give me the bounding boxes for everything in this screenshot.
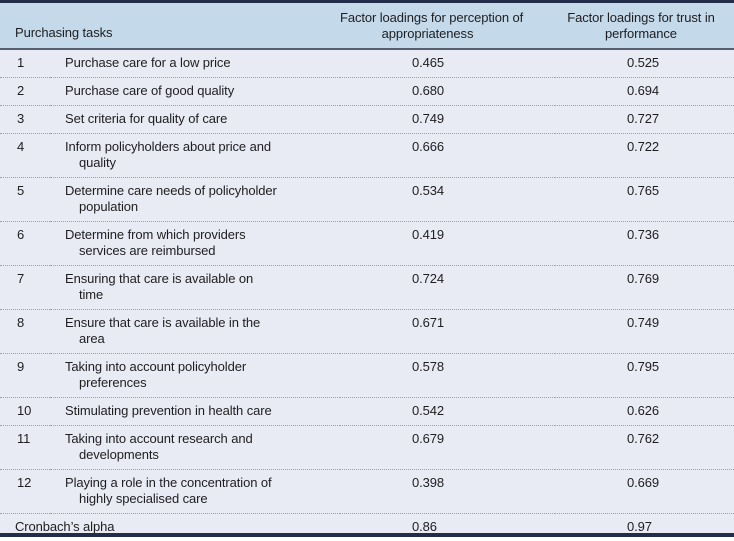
table-row: 8 Ensure that care is available in the a… bbox=[0, 309, 734, 354]
header-row: Purchasing tasks Factor loadings for per… bbox=[0, 3, 734, 50]
table-row: 3 Set criteria for quality of care 0.749… bbox=[0, 105, 734, 134]
trust-value: 0.749 bbox=[555, 309, 734, 354]
appropriateness-value: 0.666 bbox=[340, 133, 555, 178]
cronbach-alpha-trust-value: 0.97 bbox=[555, 513, 734, 533]
trust-value: 0.525 bbox=[627, 55, 660, 70]
task-number: 8 bbox=[0, 309, 50, 354]
trust-value: 0.626 bbox=[555, 397, 734, 426]
appropriateness-value: 0.671 bbox=[340, 309, 555, 354]
table-row: 11 Taking into account research and deve… bbox=[0, 425, 734, 470]
task-number: 6 bbox=[0, 221, 50, 266]
task-label: Stimulating prevention in health care bbox=[50, 397, 340, 426]
appropriateness-value: 0.578 bbox=[340, 353, 555, 398]
cronbach-alpha-appropriateness-value: 0.86 bbox=[340, 513, 555, 533]
table-body: 1 Purchase care for a low price 0.465 0.… bbox=[0, 49, 734, 514]
factor-loadings-table: Purchasing tasks Factor loadings for per… bbox=[0, 3, 734, 533]
appropriateness-value: 0.749 bbox=[340, 105, 555, 134]
task-label: Purchase care of good quality bbox=[50, 77, 340, 106]
task-number: 5 bbox=[0, 177, 50, 222]
task-number: 10 bbox=[0, 397, 50, 426]
trust-value: 0.795 bbox=[555, 353, 734, 398]
task-label: Playing a role in the concentration of h… bbox=[50, 469, 340, 514]
task-number: 11 bbox=[0, 425, 50, 470]
trust-value: 0.669 bbox=[555, 469, 734, 514]
task-number: 3 bbox=[0, 105, 50, 134]
header-purchasing-tasks: Purchasing tasks bbox=[0, 3, 340, 50]
task-number: 1 bbox=[17, 55, 25, 70]
appropriateness-value: 0.534 bbox=[340, 177, 555, 222]
task-label: Taking into account policyholder prefere… bbox=[50, 353, 340, 398]
header-factor-loadings-trust: Factor loadings for trust in performance bbox=[555, 3, 734, 50]
appropriateness-value: 0.398 bbox=[340, 469, 555, 514]
appropriateness-value: 0.419 bbox=[340, 221, 555, 266]
appropriateness-value: 0.724 bbox=[340, 265, 555, 310]
table-row: 5 Determine care needs of policyholder p… bbox=[0, 177, 734, 222]
trust-value: 0.765 bbox=[555, 177, 734, 222]
table-row: 12 Playing a role in the concentration o… bbox=[0, 469, 734, 514]
appropriateness-value: 0.680 bbox=[340, 77, 555, 106]
table-row: 6 Determine from which providers service… bbox=[0, 221, 734, 266]
task-number: 12 bbox=[0, 469, 50, 514]
trust-value: 0.769 bbox=[555, 265, 734, 310]
header-factor-loadings-appropriateness: Factor loadings for perception of approp… bbox=[340, 3, 555, 50]
trust-value: 0.727 bbox=[555, 105, 734, 134]
task-number: 7 bbox=[0, 265, 50, 310]
appropriateness-value: 0.465 bbox=[412, 55, 445, 70]
trust-value: 0.694 bbox=[555, 77, 734, 106]
task-number: 2 bbox=[0, 77, 50, 106]
cronbach-alpha-row: Cronbach’s alpha 0.86 0.97 bbox=[0, 513, 734, 533]
task-label: Ensure that care is available in the are… bbox=[50, 309, 340, 354]
trust-value: 0.762 bbox=[555, 425, 734, 470]
table-row: 1 Purchase care for a low price 0.465 0.… bbox=[0, 49, 734, 78]
trust-value: 0.736 bbox=[555, 221, 734, 266]
appropriateness-value: 0.542 bbox=[340, 397, 555, 426]
task-label: Inform policyholders about price and qua… bbox=[50, 133, 340, 178]
task-label: Ensuring that care is available on time bbox=[50, 265, 340, 310]
cronbach-alpha-label: Cronbach’s alpha bbox=[0, 513, 340, 533]
table-row: 2 Purchase care of good quality 0.680 0.… bbox=[0, 77, 734, 106]
task-number: 9 bbox=[0, 353, 50, 398]
task-label: Set criteria for quality of care bbox=[50, 105, 340, 134]
trust-value: 0.722 bbox=[555, 133, 734, 178]
table-row: 10 Stimulating prevention in health care… bbox=[0, 397, 734, 426]
task-number: 4 bbox=[0, 133, 50, 178]
task-label: Purchase care for a low price bbox=[65, 55, 231, 70]
task-label: Taking into account research and develop… bbox=[50, 425, 340, 470]
appropriateness-value: 0.679 bbox=[340, 425, 555, 470]
table-row: 7 Ensuring that care is available on tim… bbox=[0, 265, 734, 310]
table-row: 4 Inform policyholders about price and q… bbox=[0, 133, 734, 178]
task-label: Determine from which providers services … bbox=[50, 221, 340, 266]
task-label: Determine care needs of policyholder pop… bbox=[50, 177, 340, 222]
table-row: 9 Taking into account policyholder prefe… bbox=[0, 353, 734, 398]
